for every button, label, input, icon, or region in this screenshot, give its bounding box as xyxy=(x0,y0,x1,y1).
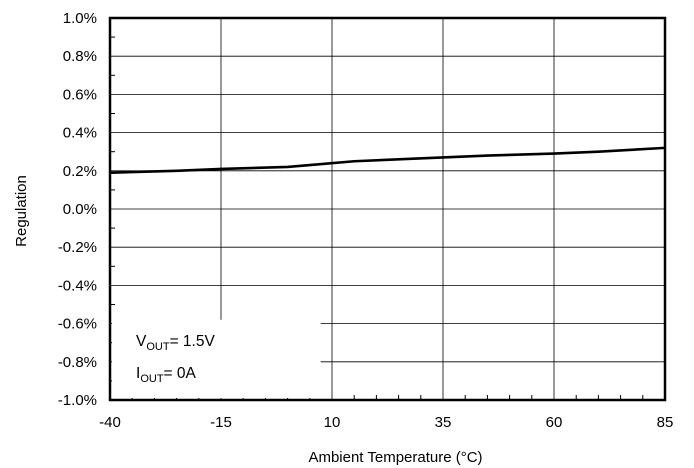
y-tick-label: 0.0% xyxy=(63,201,97,218)
series-line xyxy=(109,146,666,175)
y-tick-label: -0.4% xyxy=(58,277,97,294)
plot-frame xyxy=(108,16,667,402)
y-tick-label: 0.8% xyxy=(63,48,97,65)
x-tick-label: 10 xyxy=(324,414,341,431)
x-tick-label: -40 xyxy=(99,414,121,431)
annotation-line: VOUT= 1.5V xyxy=(136,333,215,353)
y-tick-label: -0.8% xyxy=(58,354,97,371)
y-tick-label: 0.6% xyxy=(63,86,97,103)
annotation-box xyxy=(112,319,321,398)
annotation-line: IOUT= 0A xyxy=(136,365,197,385)
annotation-text: VOUT= 1.5V IOUT= 0A xyxy=(136,333,215,385)
y-tick-label: -0.2% xyxy=(58,239,97,256)
x-tick-label: 85 xyxy=(657,414,674,431)
y-tick-labels: 1.0% 0.8% 0.6% 0.4% 0.2% 0.0% -0.2% -0.4% -0.6% -… xyxy=(58,10,97,409)
series-group xyxy=(109,146,666,175)
y-tick-label: 0.4% xyxy=(63,125,97,142)
x-tick-labels: -40 -15 10 35 60 85 xyxy=(99,414,673,431)
y-tick-label: 1.0% xyxy=(63,10,97,27)
x-tick-label: 35 xyxy=(435,414,452,431)
y-tick-label: -0.6% xyxy=(58,316,97,333)
y-tick-label: -1.0% xyxy=(58,392,97,409)
y-tick-label: 0.2% xyxy=(63,163,97,180)
x-axis-title: Ambient Temperature (°C) xyxy=(308,449,482,466)
x-tick-label: -15 xyxy=(210,414,232,431)
x-tick-label: 60 xyxy=(546,414,563,431)
y-axis-title: Regulation xyxy=(13,175,30,247)
